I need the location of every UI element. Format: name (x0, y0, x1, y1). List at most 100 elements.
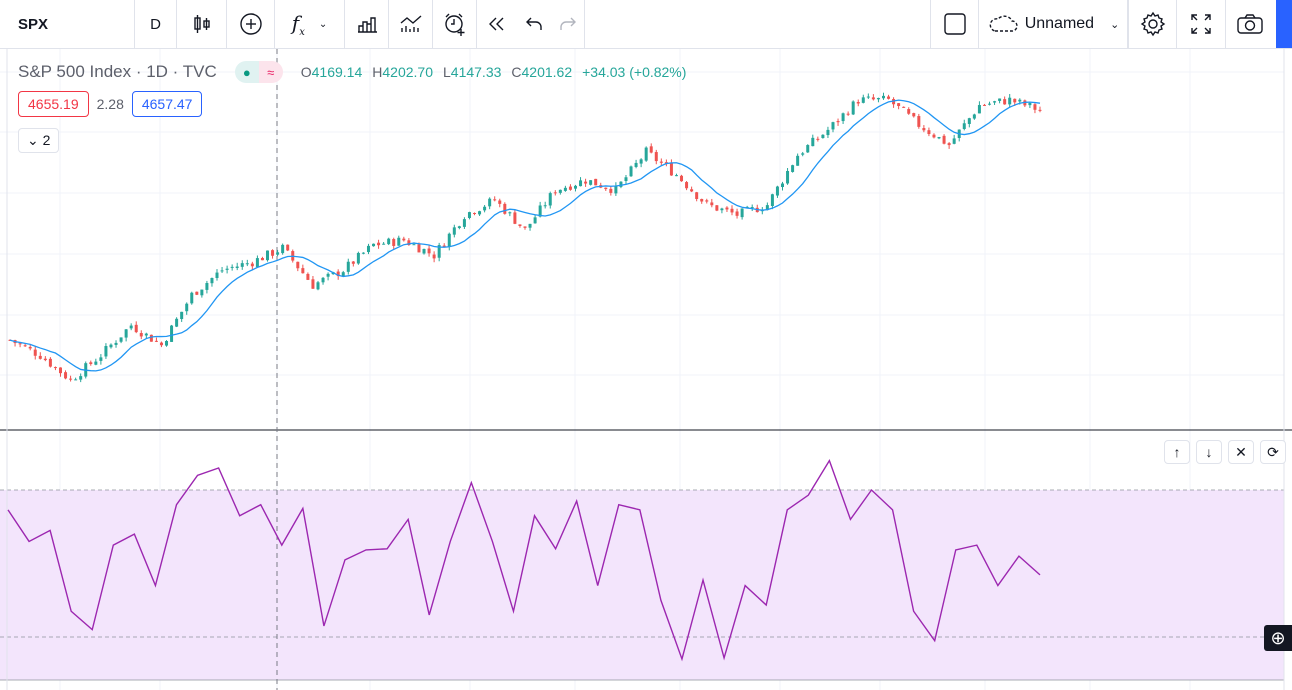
camera-icon[interactable] (1226, 0, 1274, 48)
candle (659, 161, 663, 163)
candle (745, 206, 749, 208)
candle (993, 101, 997, 103)
candle (523, 226, 527, 228)
candle (74, 379, 78, 381)
top-toolbar: SPX D fx ⌄ Unnamed ⌄ (0, 0, 1292, 49)
candle (144, 333, 148, 336)
arrow-down-icon[interactable]: ↓ (1196, 440, 1222, 464)
candle (533, 217, 537, 224)
candle (912, 113, 916, 117)
candle (887, 96, 891, 99)
replay-icon[interactable] (477, 0, 517, 48)
candle (180, 311, 184, 320)
candle (377, 242, 381, 246)
candle (154, 340, 158, 342)
chart-area[interactable] (0, 49, 1292, 690)
candle (573, 185, 577, 189)
candle (69, 378, 73, 380)
arrow-up-icon[interactable]: ↑ (1164, 440, 1190, 464)
candle (674, 175, 678, 177)
candle (927, 130, 931, 135)
candle (962, 123, 966, 130)
candle (488, 198, 492, 207)
candle (467, 212, 471, 218)
collapse-indicators-button[interactable]: ⌄ 2 (18, 128, 60, 153)
candle (543, 205, 547, 207)
candle (781, 183, 784, 188)
candle (311, 279, 315, 289)
candle (594, 178, 598, 186)
candle (23, 345, 27, 347)
candle (942, 135, 946, 144)
candle (518, 224, 522, 226)
candle (190, 292, 194, 304)
add-compare-icon[interactable] (227, 0, 275, 48)
candle (366, 245, 370, 253)
candle (715, 205, 719, 211)
templates-icon[interactable] (389, 0, 433, 48)
candle (139, 333, 143, 337)
candle (316, 282, 320, 290)
candle (690, 189, 694, 192)
candle (624, 177, 628, 182)
delay-icon: ≈ (258, 61, 283, 83)
candle (462, 219, 466, 227)
candle (447, 233, 451, 247)
candle (634, 162, 638, 167)
candle (341, 272, 345, 277)
candle (902, 106, 906, 108)
market-status[interactable]: ● ≈ (234, 61, 283, 83)
indicator-value-2: 2.28 (96, 96, 124, 112)
candle (1003, 99, 1007, 105)
gear-icon[interactable] (1129, 0, 1177, 48)
candle (361, 252, 365, 254)
interval-button[interactable]: D (135, 0, 177, 48)
candle (457, 226, 461, 229)
candle (271, 250, 275, 256)
bar-chart-icon[interactable] (345, 0, 389, 48)
add-plus-button[interactable]: ⊕ (1264, 625, 1292, 651)
candle (735, 211, 739, 216)
candle (750, 207, 754, 209)
maximize-pane-icon[interactable]: ⟳ (1260, 440, 1286, 464)
close-icon[interactable]: ✕ (1228, 440, 1254, 464)
candle (129, 325, 133, 329)
candle (998, 98, 1002, 101)
fullscreen-icon[interactable] (1177, 0, 1226, 48)
layout-menu-button[interactable]: Unnamed ⌄ (979, 0, 1129, 48)
undo-icon[interactable] (517, 0, 551, 48)
candle (579, 180, 583, 187)
publish-button[interactable] (1276, 0, 1292, 48)
candle (649, 146, 653, 153)
candle (326, 273, 330, 277)
candle (149, 334, 153, 342)
candle (816, 138, 820, 140)
candle (165, 340, 169, 346)
candle (513, 212, 517, 224)
candle (432, 254, 436, 259)
symbol-search-button[interactable]: SPX (0, 0, 135, 48)
candle (260, 258, 264, 261)
redo-icon[interactable] (551, 0, 585, 48)
alert-icon[interactable] (433, 0, 477, 48)
candle (619, 181, 623, 187)
candle (609, 188, 613, 193)
square-icon[interactable] (931, 0, 979, 48)
candle (250, 263, 254, 267)
candle (58, 367, 62, 374)
cloud-icon (989, 15, 1018, 32)
candle (220, 270, 224, 272)
high-value: 4202.70 (382, 64, 433, 80)
candle (710, 202, 714, 206)
candle (48, 358, 52, 367)
candle (937, 137, 941, 139)
candle (266, 250, 269, 261)
candle (301, 268, 305, 274)
indicators-icon[interactable]: fx ⌄ (275, 0, 345, 48)
candle (528, 223, 532, 228)
candle (1018, 99, 1022, 102)
candle (437, 245, 441, 258)
candle (94, 361, 98, 365)
candle (967, 118, 971, 124)
candles-icon[interactable] (177, 0, 227, 48)
